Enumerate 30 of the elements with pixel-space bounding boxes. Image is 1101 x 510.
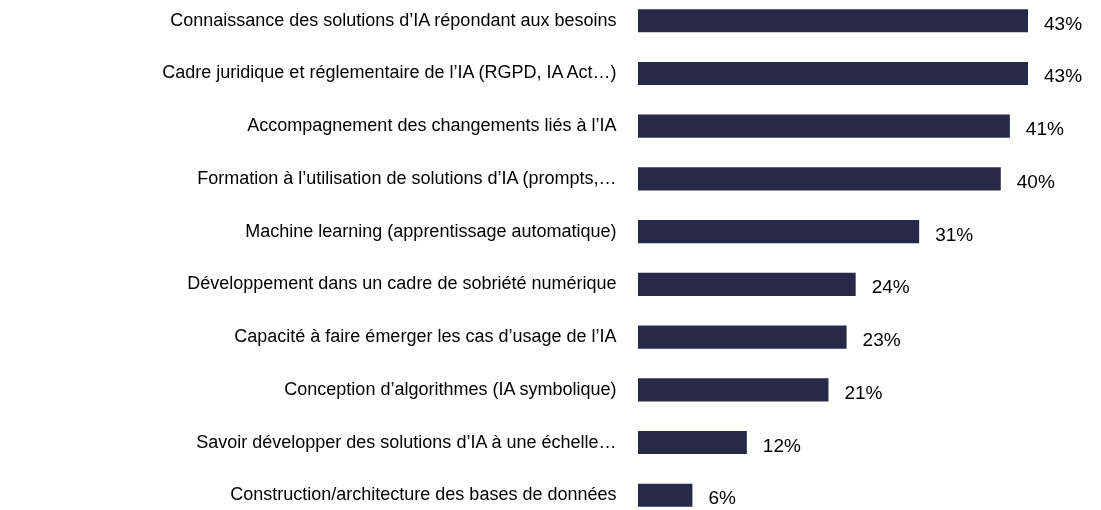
bar (638, 167, 1001, 191)
y-tick-label: Construction/architecture des bases de données (230, 484, 617, 505)
data-label: 43% (1044, 12, 1083, 34)
y-tick-label: Conception d’algorithmes (IA symbolique) (284, 378, 617, 399)
bar (638, 272, 856, 296)
bar (638, 9, 1028, 33)
data-label: 21% (844, 381, 883, 403)
y-tick-label: Connaissance des solutions d’IA répondant aux besoins (170, 9, 617, 30)
y-tick-label: Accompagnement des changements liés à l’IA (247, 115, 617, 136)
bar (638, 220, 920, 244)
bar (638, 430, 747, 455)
data-label: 6% (708, 487, 736, 509)
y-tick-label: Cadre juridique et réglementaire de l’IA (RGPD, IA Act…) (162, 62, 617, 83)
y-tick-label: Capacité à faire émerger les cas d’usage de l’IA (234, 326, 617, 347)
bar (638, 325, 847, 349)
bar (638, 114, 1010, 138)
y-tick-label: Savoir développer des solutions d’IA à une échelle… (196, 431, 617, 452)
data-label: 23% (862, 329, 901, 351)
y-tick-label: Formation à l’utilisation de solutions d’IA (prompts,… (197, 167, 617, 188)
data-label: 40% (1016, 170, 1055, 192)
data-label: 24% (871, 276, 910, 298)
data-label: 43% (1044, 65, 1083, 87)
data-label: 31% (935, 223, 974, 245)
data-label: 41% (1025, 118, 1064, 140)
y-tick-label: Machine learning (apprentissage automatique) (245, 220, 617, 241)
data-label: 12% (762, 434, 801, 456)
bar (638, 61, 1028, 86)
bar (638, 483, 693, 507)
y-tick-label: Développement dans un cadre de sobriété numérique (187, 273, 617, 294)
bar (638, 378, 829, 402)
